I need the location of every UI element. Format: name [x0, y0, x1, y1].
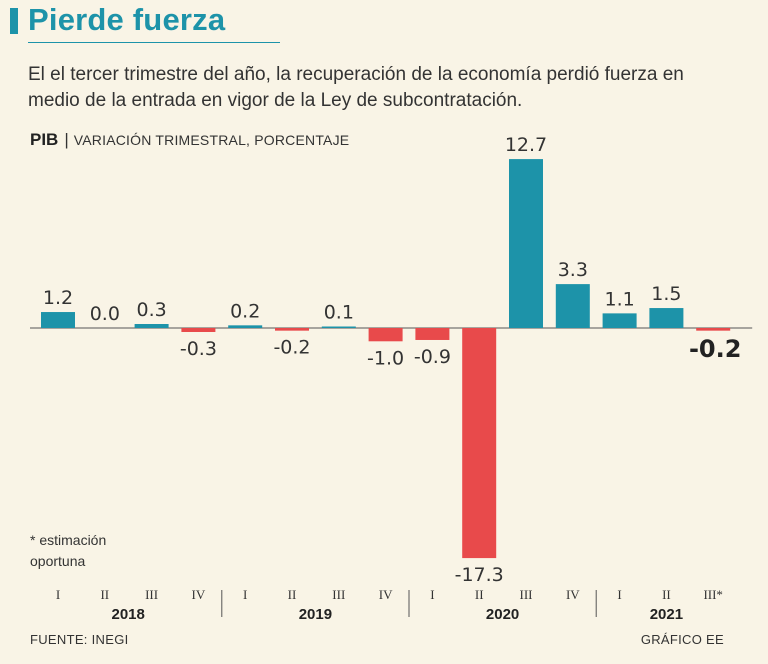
- value-label: 0.0: [90, 303, 120, 325]
- value-label: -1.0: [367, 347, 404, 369]
- value-label: -0.3: [180, 338, 217, 360]
- bars-group: [41, 159, 731, 559]
- chart-label-separator: |: [64, 130, 69, 149]
- quarter-label: I: [430, 587, 434, 602]
- credit-text: GRÁFICO EE: [640, 632, 724, 647]
- bar: [509, 159, 543, 328]
- bar: [228, 325, 263, 328]
- bar: [696, 328, 731, 331]
- bar: [275, 328, 309, 331]
- year-label: 2021: [650, 606, 683, 623]
- value-label: 0.1: [324, 302, 354, 324]
- value-label: -0.2: [689, 335, 741, 363]
- bar: [649, 308, 684, 328]
- value-label: -0.9: [414, 346, 451, 368]
- chart-label-description: VARIACIÓN TRIMESTRAL, PORCENTAJE: [73, 132, 350, 148]
- bar: [602, 313, 637, 328]
- footnote: * estimación oportuna: [30, 530, 140, 572]
- title-accent-bar: [10, 8, 18, 34]
- value-labels-group: 1.2 0.0 0.3 -0.3 0.2 -0.2 0.1 -1.0 -0.9 -17.3 12.7…: [43, 134, 742, 586]
- year-label: 2019: [299, 606, 332, 623]
- quarter-label: II: [288, 587, 297, 602]
- year-label: 2018: [112, 606, 145, 623]
- quarter-label: II: [662, 587, 671, 602]
- quarter-label: III: [332, 587, 345, 602]
- value-label: 1.5: [651, 283, 681, 305]
- value-label: 1.2: [43, 287, 73, 309]
- quarter-label: I: [617, 587, 621, 602]
- bar: [134, 324, 169, 328]
- value-label: 3.3: [558, 259, 588, 281]
- value-label: 12.7: [505, 134, 547, 156]
- title-underline: [28, 42, 280, 43]
- bar: [41, 312, 75, 328]
- quarter-label: II: [100, 587, 109, 602]
- bar: [368, 328, 403, 342]
- bar: [181, 328, 216, 332]
- value-label: 1.1: [604, 288, 634, 310]
- quarter-label: III: [145, 587, 158, 602]
- chart-label: PIB | VARIACIÓN TRIMESTRAL, PORCENTAJE: [30, 130, 349, 150]
- footnote-line-1: * estimación: [30, 532, 107, 548]
- quarter-label: I: [243, 587, 247, 602]
- bar: [555, 284, 590, 328]
- value-label: -17.3: [455, 564, 504, 586]
- quarter-label: II: [475, 587, 484, 602]
- quarter-label: III*: [703, 587, 723, 602]
- quarter-labels-group: I II III IV I II III IV I II III IV I II III*: [56, 587, 723, 602]
- bar: [462, 328, 497, 559]
- year-labels-group: 2018 2019 2020 2021: [112, 590, 683, 623]
- bar: [415, 328, 450, 340]
- page-title: Pierde fuerza: [28, 2, 226, 37]
- quarter-label: I: [56, 587, 60, 602]
- value-label: -0.2: [273, 337, 310, 359]
- source-text: FUENTE: INEGI: [30, 632, 129, 647]
- bar: [321, 326, 356, 328]
- subtitle: El el tercer trimestre del año, la recup…: [28, 64, 684, 111]
- quarter-label: IV: [192, 587, 206, 602]
- quarter-label: IV: [566, 587, 580, 602]
- footnote-line-2: oportuna: [30, 553, 86, 569]
- quarter-label: III: [520, 587, 533, 602]
- value-label: 0.2: [230, 300, 260, 322]
- chart-label-bold: PIB: [30, 130, 59, 149]
- year-label: 2020: [486, 606, 519, 623]
- quarter-label: IV: [379, 587, 393, 602]
- value-label: 0.3: [136, 299, 166, 321]
